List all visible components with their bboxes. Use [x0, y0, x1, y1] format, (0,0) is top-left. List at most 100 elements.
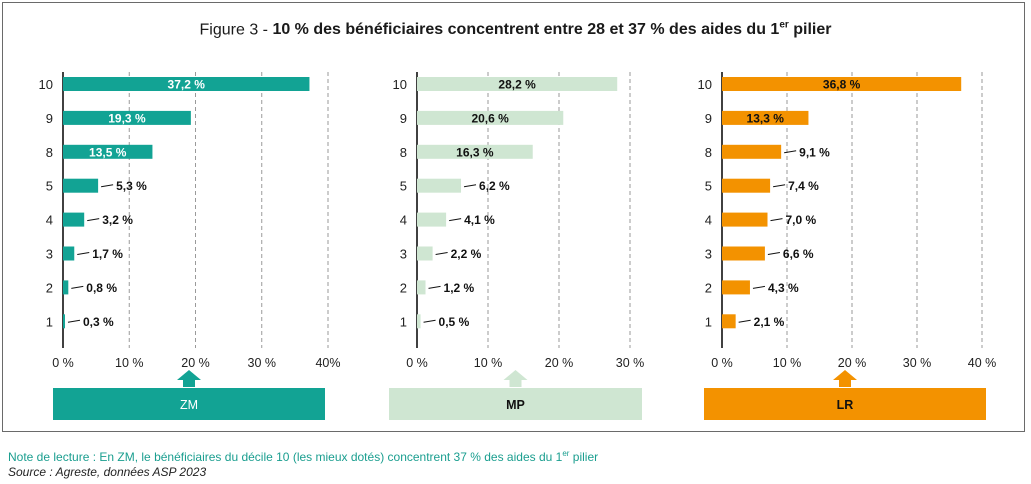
- leader-line: [738, 319, 751, 323]
- bar: [417, 77, 618, 91]
- bar: [722, 110, 809, 125]
- data-label: 6,2 %: [479, 179, 510, 193]
- bar: [722, 314, 736, 329]
- leader-line: [449, 218, 462, 222]
- x-tick-label: 30 %: [903, 356, 932, 370]
- data-label: 37,2 %: [168, 78, 206, 92]
- data-label: 28,2 %: [498, 78, 536, 92]
- bar: [63, 77, 310, 91]
- leader-line: [435, 252, 448, 255]
- leader-line: [77, 252, 90, 255]
- y-tick-label: 3: [400, 247, 407, 262]
- bar: [417, 280, 426, 295]
- x-tick-label: 40 %: [968, 356, 997, 370]
- legend-arrow-icon: [503, 370, 528, 387]
- bar: [63, 178, 99, 193]
- y-tick-label: 1: [400, 314, 407, 329]
- bar: [722, 178, 771, 193]
- data-label: 1,2 %: [444, 281, 475, 295]
- data-label: 0,5 %: [439, 315, 470, 329]
- data-label: 3,2 %: [102, 213, 133, 227]
- x-tick-label: 20 %: [181, 356, 210, 370]
- bar: [722, 246, 765, 261]
- bar: [417, 144, 533, 159]
- y-tick-label: 8: [46, 145, 53, 160]
- x-tick-label: 40%: [315, 356, 340, 370]
- leader-line: [87, 218, 100, 222]
- leader-line: [752, 285, 766, 289]
- bar: [63, 110, 191, 125]
- leader-line: [428, 285, 441, 289]
- y-tick-label: 4: [46, 213, 53, 228]
- data-label: 16,3 %: [456, 145, 494, 159]
- legend-arrow-icon: [177, 370, 201, 387]
- data-label: 6,6 %: [783, 247, 814, 261]
- y-tick-label: 10: [393, 77, 407, 92]
- title-suffix: pilier: [788, 21, 832, 39]
- data-label: 36,8 %: [823, 78, 861, 92]
- bar: [63, 246, 75, 261]
- y-tick-label: 2: [46, 280, 53, 295]
- y-tick-label: 4: [705, 213, 712, 228]
- data-label: 5,3 %: [116, 179, 147, 193]
- bar: [722, 280, 750, 295]
- legend-label: ZM: [180, 398, 198, 412]
- bar: [722, 144, 782, 159]
- x-tick-label: 20 %: [838, 356, 867, 370]
- chart-mp: 0 % 10 % 20 % 30 % 10 28,2 % 9 20,6 % 8 16,3 % 5 6,…: [389, 72, 644, 420]
- data-label: 4,3 %: [768, 281, 799, 295]
- legend-label: LR: [837, 398, 854, 412]
- data-label: 20,6 %: [471, 111, 509, 125]
- legend-box: [53, 388, 325, 420]
- data-label: 0,8 %: [86, 281, 117, 295]
- data-label: 0,3 %: [83, 315, 114, 329]
- y-tick-label: 5: [46, 179, 53, 194]
- y-tick-label: 1: [705, 314, 712, 329]
- data-label: 2,1 %: [754, 315, 785, 329]
- figure-frame: [2, 2, 1025, 432]
- chart-panel-mp: 0 % 10 % 20 % 30 % 10 28,2 % 9 20,6 % 8 16,3 % 5 6,…: [360, 60, 690, 430]
- bar: [63, 280, 69, 295]
- leader-line: [463, 184, 477, 188]
- chart-panel-lr: 0 % 10 % 20 % 30 % 40 % 10 36,8 % 9 13,3 % 8 9,1 %…: [672, 60, 1002, 430]
- bar: [417, 178, 462, 193]
- x-tick-label: 0 %: [52, 356, 74, 370]
- bar: [722, 77, 962, 91]
- legend-box: [389, 388, 642, 420]
- title-main-text: 10 % des bénéficiaires concentrent entre…: [272, 21, 780, 39]
- y-tick-label: 9: [400, 111, 407, 126]
- y-tick-label: 5: [705, 179, 712, 194]
- chart-zm: 0 % 10 % 20 % 30 % 40% 10 37,2 % 9 19,3 % 8 13,5 %…: [39, 72, 341, 420]
- y-tick-label: 8: [705, 145, 712, 160]
- bar: [417, 314, 421, 329]
- title-prefix: Figure 3 -: [199, 21, 273, 39]
- bar: [63, 314, 65, 329]
- y-tick-label: 9: [46, 111, 53, 126]
- data-label: 4,1 %: [464, 213, 495, 227]
- data-label: 9,1 %: [799, 145, 830, 159]
- leader-line: [784, 150, 797, 154]
- bar: [417, 246, 433, 261]
- bar: [722, 212, 768, 227]
- note-sup: er: [562, 449, 570, 458]
- data-label: 13,5 %: [89, 145, 127, 159]
- y-tick-label: 3: [705, 247, 712, 262]
- leader-line: [423, 319, 436, 323]
- y-tick-label: 4: [400, 213, 407, 228]
- legend-arrow-icon: [833, 370, 857, 387]
- x-tick-label: 10 %: [474, 356, 503, 370]
- leader-line: [71, 285, 84, 289]
- bar: [63, 212, 85, 227]
- leader-line: [67, 319, 81, 323]
- y-tick-label: 9: [705, 111, 712, 126]
- reading-note: Note de lecture : En ZM, le bénéficiaire…: [8, 449, 598, 464]
- leader-line: [101, 184, 114, 188]
- source-line: Source : Agreste, données ASP 2023: [8, 465, 207, 479]
- leader-line: [773, 184, 786, 188]
- title-main: 10 % des bénéficiaires concentrent entre…: [272, 20, 832, 39]
- x-tick-label: 0 %: [711, 356, 733, 370]
- chart-panel-zm: 0 % 10 % 20 % 30 % 40% 10 37,2 % 9 19,3 % 8 13,5 %…: [28, 60, 358, 430]
- y-tick-label: 3: [46, 247, 53, 262]
- y-tick-label: 8: [400, 145, 407, 160]
- bar: [417, 110, 564, 125]
